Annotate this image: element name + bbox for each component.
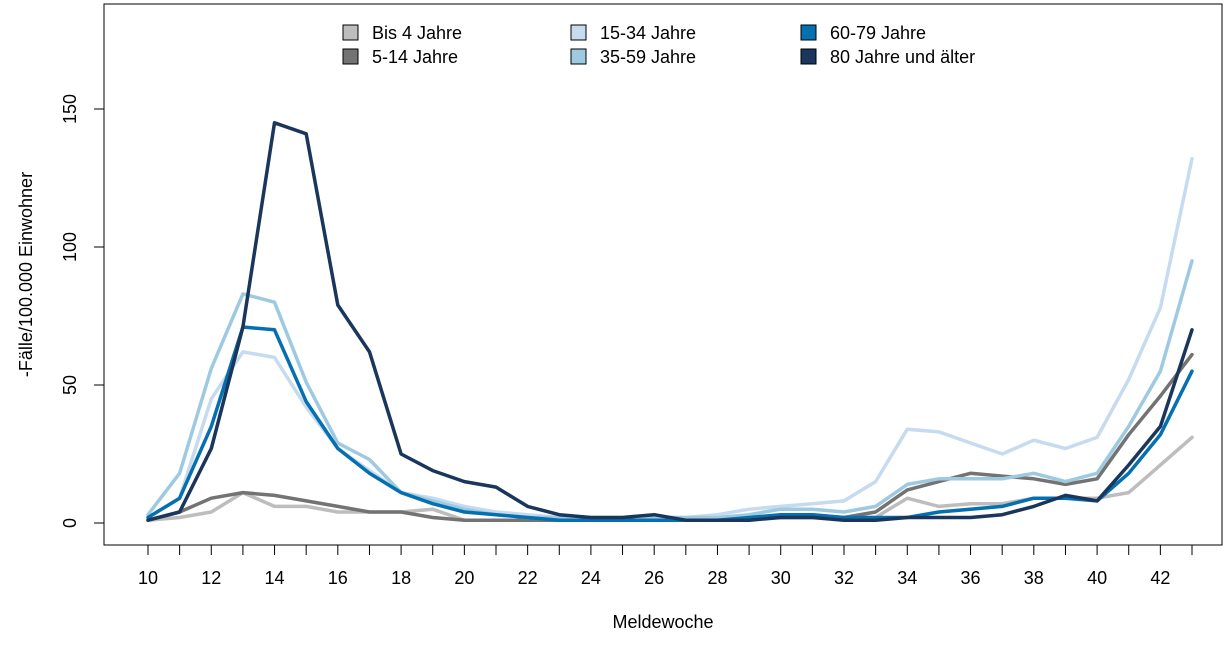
- x-tick-label: 26: [644, 568, 664, 588]
- legend-label: 5-14 Jahre: [372, 47, 458, 67]
- y-tick-label: 150: [60, 94, 80, 124]
- series-lines: [148, 123, 1192, 520]
- legend-label: 80 Jahre und älter: [830, 47, 975, 67]
- series-line-2: [148, 159, 1192, 518]
- x-tick-label: 40: [1087, 568, 1107, 588]
- legend-label: 60-79 Jahre: [830, 23, 926, 43]
- x-tick-label: 22: [518, 568, 538, 588]
- y-tick-label: 0: [60, 518, 80, 528]
- legend-swatch: [801, 25, 816, 40]
- x-tick-label: 20: [454, 568, 474, 588]
- x-tick-label: 32: [834, 568, 854, 588]
- series-line-5: [148, 123, 1192, 520]
- legend-swatch: [571, 49, 586, 64]
- y-tick-label: 100: [60, 232, 80, 262]
- x-tick-label: 42: [1150, 568, 1170, 588]
- legend: Bis 4 Jahre 5-14 Jahre 15-34 Jahre 35-59 Ja…: [343, 23, 975, 67]
- x-tick-label: 18: [391, 568, 411, 588]
- legend-swatch: [571, 25, 586, 40]
- x-tick-label: 12: [201, 568, 221, 588]
- x-tick-label: 10: [138, 568, 158, 588]
- legend-swatch: [343, 25, 358, 40]
- x-tick-label: 24: [581, 568, 601, 588]
- legend-label: 35-59 Jahre: [600, 47, 696, 67]
- x-tick-label: 14: [265, 568, 285, 588]
- x-tick-label: 36: [961, 568, 981, 588]
- y-tick-label: 50: [60, 375, 80, 395]
- x-tick-label: 16: [328, 568, 348, 588]
- x-tick-label: 28: [707, 568, 727, 588]
- x-tick-label: 34: [897, 568, 917, 588]
- legend-label: 15-34 Jahre: [600, 23, 696, 43]
- legend-swatch: [343, 49, 358, 64]
- series-line-3: [148, 261, 1192, 520]
- series-line-4: [148, 327, 1192, 520]
- x-tick-label: 30: [771, 568, 791, 588]
- plot-frame: [104, 4, 1222, 545]
- x-tick-label: 38: [1024, 568, 1044, 588]
- legend-swatch: [801, 49, 816, 64]
- x-axis-label: Meldewoche: [612, 612, 713, 632]
- legend-label: Bis 4 Jahre: [372, 23, 462, 43]
- y-axis-label: -Fälle/100.000 Einwohner: [16, 172, 36, 377]
